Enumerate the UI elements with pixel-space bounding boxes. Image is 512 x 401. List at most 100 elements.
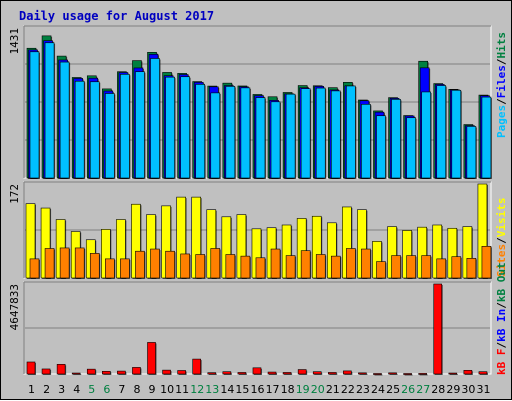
legend-hits-files-pages-part-2: /	[495, 98, 508, 105]
pages-bar-day-24	[376, 115, 386, 179]
kbf-bar-day-23-shadow	[359, 373, 368, 375]
kbf-bar-day-17	[267, 371, 277, 375]
kbf-bar-day-13	[207, 372, 217, 375]
sites-bar-day-19	[300, 250, 311, 279]
day-label-11: 11	[175, 383, 189, 396]
sites-bar-day-9	[150, 248, 160, 279]
kbf-bar-day-6	[102, 370, 111, 375]
pages-bar-day-28	[436, 85, 447, 179]
pages-bar-day-26	[406, 117, 416, 179]
kbf-bar-day-4	[71, 372, 81, 375]
day-label-23: 23	[356, 383, 370, 396]
day-label-31: 31	[476, 383, 490, 396]
kbf-bar-day-14	[222, 371, 232, 375]
day-label-1: 1	[28, 383, 35, 396]
day-label-26: 26	[401, 383, 415, 396]
sites-bar-day-12	[195, 254, 206, 279]
kbf-bar-day-25	[388, 372, 397, 375]
pages-bar-day-6	[105, 93, 115, 179]
pages-bar-day-3	[59, 61, 70, 179]
pages-bar-day-30	[466, 126, 477, 179]
legend-hits-files-pages-part-3: Files	[495, 65, 508, 98]
pages-bar-day-18	[285, 93, 296, 179]
legend-visits-sites-part-1: Sites	[495, 244, 508, 277]
kbf-bar-day-8	[132, 367, 141, 375]
day-label-17: 17	[266, 383, 280, 396]
sites-bar-day-16	[255, 257, 266, 279]
day-label-19: 19	[296, 383, 310, 396]
day-label-7: 7	[118, 383, 125, 396]
pages-bar-day-31	[481, 96, 492, 179]
kbf-bar-day-5	[86, 368, 96, 375]
day-label-20: 20	[311, 383, 325, 396]
day-label-2: 2	[43, 383, 50, 396]
y-max-label-1: 1431	[8, 28, 21, 55]
pages-bar-day-25	[391, 99, 401, 179]
kbf-bar-day-24-shadow	[374, 374, 383, 376]
sites-bar-day-20	[315, 254, 326, 279]
y-max-label-2: 172	[8, 184, 21, 204]
kbf-bar-day-20	[312, 371, 322, 375]
legend-kb-part-5: kB Out	[495, 262, 508, 302]
pages-bar-day-4	[74, 80, 85, 179]
day-label-18: 18	[281, 383, 295, 396]
kbf-bar-day-24	[373, 373, 382, 375]
sites-bar-day-7	[120, 258, 130, 279]
legend-kb-part-4: /	[495, 302, 508, 309]
sites-bar-day-2	[44, 248, 55, 279]
sites-bar-day-21	[330, 255, 341, 279]
kbf-bar-day-11	[177, 370, 186, 375]
chart-title: Daily usage for August 2017	[19, 9, 214, 23]
legend-visits-sites-part-3: Visits	[495, 198, 508, 238]
sites-bar-day-18	[285, 255, 296, 279]
kbf-bar-day-25-shadow	[389, 373, 398, 375]
y-max-label-3: 4647833	[8, 284, 21, 330]
kbf-bar-day-29	[448, 372, 458, 375]
day-label-5: 5	[88, 383, 95, 396]
day-label-15: 15	[235, 383, 249, 396]
pages-bar-day-23	[361, 104, 371, 179]
day-label-14: 14	[220, 383, 234, 396]
legend-hits-files-pages: Pages/Files/Hits	[495, 32, 508, 138]
pages-bar-day-27	[421, 91, 431, 179]
kbf-bar-day-29-shadow	[449, 374, 458, 376]
kbf-bar-day-3	[56, 364, 66, 375]
sites-bar-day-22	[346, 248, 356, 279]
legend-kb-part-2: /	[495, 342, 508, 349]
sites-bar-day-26	[406, 255, 416, 279]
pages-bar-day-15	[240, 87, 251, 179]
day-label-24: 24	[371, 383, 385, 396]
pages-bar-day-5	[89, 81, 100, 179]
kbf-bar-day-28	[433, 283, 443, 375]
day-label-10: 10	[160, 383, 174, 396]
day-label-28: 28	[431, 383, 445, 396]
kbf-bar-day-30	[463, 370, 473, 375]
legend-kb: kB F/kB In/kB Out	[495, 262, 508, 375]
pages-bar-day-22	[346, 85, 356, 179]
day-label-30: 30	[461, 383, 475, 396]
day-label-4: 4	[73, 383, 80, 396]
pages-bar-day-16	[255, 97, 266, 179]
kbf-bar-day-26-shadow	[404, 374, 413, 376]
legend-visits-sites: Sites/Visits	[495, 198, 508, 278]
pages-bar-day-2	[44, 42, 55, 179]
kbf-bar-day-26	[403, 373, 412, 375]
pages-bar-day-12	[195, 84, 206, 179]
sites-bar-day-14	[225, 254, 236, 279]
kbf-bar-day-18	[282, 372, 292, 375]
day-label-21: 21	[326, 383, 340, 396]
day-label-6: 6	[103, 383, 110, 396]
sites-bar-day-30	[466, 258, 477, 279]
sites-bar-day-3	[59, 247, 70, 279]
kbf-bar-day-2	[41, 368, 51, 375]
day-label-25: 25	[386, 383, 400, 396]
legend-visits-sites-part-2: /	[495, 237, 508, 244]
kbf-bar-day-12	[192, 358, 202, 375]
kbf-bar-day-9	[147, 342, 156, 375]
pages-bar-day-8	[135, 71, 145, 179]
day-label-27: 27	[416, 383, 430, 396]
sites-bar-day-4	[74, 247, 85, 279]
pages-bar-day-29	[451, 89, 462, 179]
day-label-22: 22	[341, 383, 355, 396]
